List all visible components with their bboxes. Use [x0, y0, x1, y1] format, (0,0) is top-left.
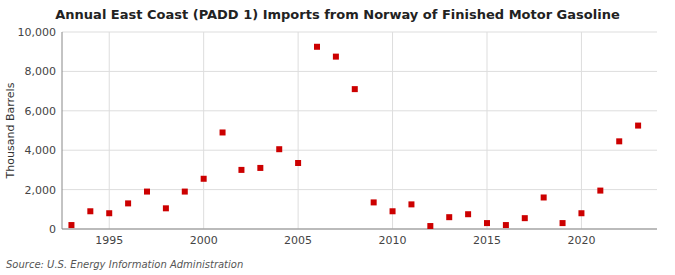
point — [390, 208, 396, 214]
y-tick-label: 10,000 — [18, 26, 57, 39]
x-tick-label: 2020 — [567, 234, 595, 247]
x-axis-line — [62, 229, 657, 230]
y-axis-label: Thousand Barrels — [4, 82, 17, 179]
point — [408, 201, 414, 207]
points — [68, 44, 641, 229]
x-grid-line — [298, 32, 299, 229]
y-grid-line — [62, 32, 657, 33]
point — [446, 214, 452, 220]
point — [201, 176, 207, 182]
point — [503, 222, 509, 228]
grid — [62, 32, 657, 229]
point — [87, 208, 93, 214]
x-tick-label: 2015 — [473, 234, 501, 247]
point — [371, 199, 377, 205]
point — [578, 210, 584, 216]
point — [635, 123, 641, 129]
x-tick-label: 2005 — [284, 234, 312, 247]
y-tick-label: 6,000 — [25, 105, 57, 118]
point — [220, 129, 226, 135]
point — [144, 189, 150, 195]
point — [163, 205, 169, 211]
point — [541, 194, 547, 200]
y-grid-line — [62, 110, 657, 111]
point — [238, 167, 244, 173]
point — [465, 211, 471, 217]
point — [333, 54, 339, 60]
y-tick-label: 2,000 — [25, 184, 57, 197]
point — [68, 222, 74, 228]
point — [522, 215, 528, 221]
x-grid-line — [581, 32, 582, 229]
point — [352, 86, 358, 92]
y-grid-line — [62, 189, 657, 190]
source-note: Source: U.S. Energy Information Administ… — [6, 259, 243, 270]
chart: 0 2,000 4,000 6,000 8,000 10,000 1995 2000 2005 2… — [0, 0, 675, 275]
x-tick-label: 1995 — [95, 234, 123, 247]
y-tick-label: 8,000 — [25, 65, 57, 78]
x-grid-line — [392, 32, 393, 229]
y-grid-line — [62, 150, 657, 151]
x-grid-line — [487, 32, 488, 229]
point — [106, 210, 112, 216]
point — [616, 138, 622, 144]
point — [560, 220, 566, 226]
y-grid-line — [62, 71, 657, 72]
x-tick-label: 2000 — [190, 234, 218, 247]
y-grid-line — [62, 229, 657, 230]
point — [484, 220, 490, 226]
point — [295, 160, 301, 166]
point — [125, 200, 131, 206]
x-grid-line — [109, 32, 110, 229]
y-axis-line — [62, 32, 63, 229]
point — [427, 223, 433, 229]
point — [182, 189, 188, 195]
x-grid-line — [203, 32, 204, 229]
y-tick-label: 0 — [49, 223, 56, 236]
point — [597, 188, 603, 194]
point — [314, 44, 320, 50]
point — [257, 165, 263, 171]
y-tick-label: 4,000 — [25, 144, 57, 157]
title: Annual East Coast (PADD 1) Imports from … — [55, 7, 620, 22]
point — [276, 146, 282, 152]
background — [0, 0, 675, 275]
x-tick-label: 2010 — [379, 234, 407, 247]
